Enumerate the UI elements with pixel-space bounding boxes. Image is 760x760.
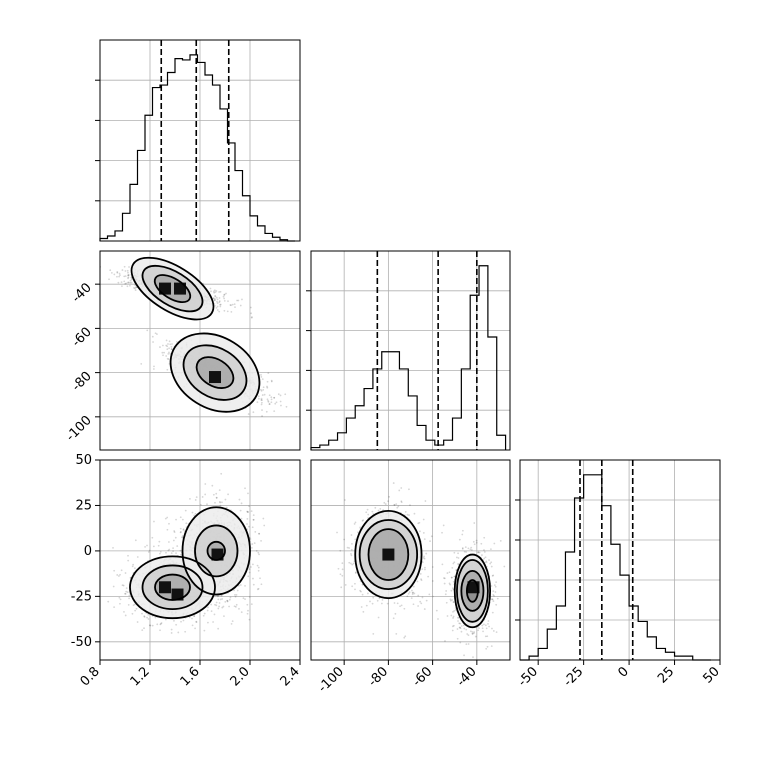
contour-2-1-3: [453, 553, 492, 629]
contour-1-0-1: [141, 564, 204, 610]
density-frame-2: [310, 459, 511, 661]
contour-0-1-1: [182, 344, 248, 401]
density-core-0-1: [174, 282, 186, 295]
density-core-2-0: [382, 548, 395, 561]
contour-2-0-2: [354, 510, 423, 600]
contour-0-1-2: [169, 332, 261, 413]
contour-1-1-0: [206, 540, 226, 561]
ytick-label-1-0: -100: [63, 413, 94, 444]
density-core-0-0: [159, 282, 171, 295]
ytick-label-2-1: -25: [71, 589, 92, 604]
ytick-label-2-4: 50: [75, 453, 92, 468]
density-panel-0-1: [99, 250, 301, 451]
hist-frame-1: [310, 250, 511, 451]
density-fill-0-0-2: [154, 275, 191, 303]
density-core-1-2: [211, 548, 224, 561]
xtick-label-1-0: -100: [316, 664, 347, 695]
contour-2-1-1: [460, 570, 485, 612]
hist-frame-2: [519, 459, 721, 661]
contour-0-0-0: [153, 274, 192, 304]
hist-panel-0: [95, 39, 301, 242]
density-frame-0: [99, 250, 301, 451]
contour-2-1-2: [456, 559, 489, 623]
contour-2-1-0: [465, 579, 479, 603]
ytick-label-2-3: 25: [75, 498, 92, 513]
hist-bars-2: [520, 474, 711, 661]
contour-0-1-0: [195, 356, 235, 389]
contour-1-1-1: [194, 524, 239, 578]
contour-0-0-1: [141, 264, 204, 313]
hist-frame-0: [99, 39, 301, 242]
contour-2-0-1: [358, 519, 419, 590]
contour-2-0-0: [367, 528, 410, 581]
density-core-0-2: [209, 371, 221, 384]
xtick-label-2-4: 50: [701, 664, 723, 686]
ytick-label-2-2: 0: [84, 544, 92, 559]
xtick-label-0-2: 1.6: [178, 664, 203, 689]
xtick-label-1-1: -80: [366, 664, 392, 690]
xtick-label-0-4: 2.4: [278, 664, 303, 689]
hist-panel-1: [306, 250, 511, 451]
contour-0-0-2: [130, 256, 215, 321]
xtick-label-2-2: 0: [615, 664, 631, 680]
hist-bars-0: [99, 54, 295, 242]
xtick-label-0-0: 0.8: [78, 664, 103, 689]
xtick-label-2-3: 25: [655, 664, 677, 686]
density-panel-1-2: [310, 459, 511, 661]
xtick-label-2-1: -25: [561, 664, 587, 690]
contour-1-0-0: [154, 573, 191, 601]
xtick-label-0-3: 2.0: [228, 664, 253, 689]
xtick-label-2-0: -50: [515, 664, 541, 690]
density-core-1-0: [159, 581, 171, 594]
ytick-label-1-3: -40: [69, 280, 95, 306]
ytick-label-1-1: -80: [69, 369, 95, 395]
ytick-label-2-0: -50: [71, 635, 92, 650]
xtick-label-1-3: -40: [454, 664, 480, 690]
density-panel-0-2: [99, 459, 301, 661]
xtick-label-1-2: -60: [410, 664, 436, 690]
ytick-label-1-2: -60: [69, 325, 95, 351]
xtick-label-0-1: 1.2: [128, 664, 153, 689]
hist-panel-2: [515, 459, 721, 661]
contour-1-0-2: [129, 555, 216, 620]
hist-bars-1: [310, 265, 507, 450]
density-core-1-1: [171, 588, 184, 601]
contour-1-1-2: [181, 506, 251, 596]
